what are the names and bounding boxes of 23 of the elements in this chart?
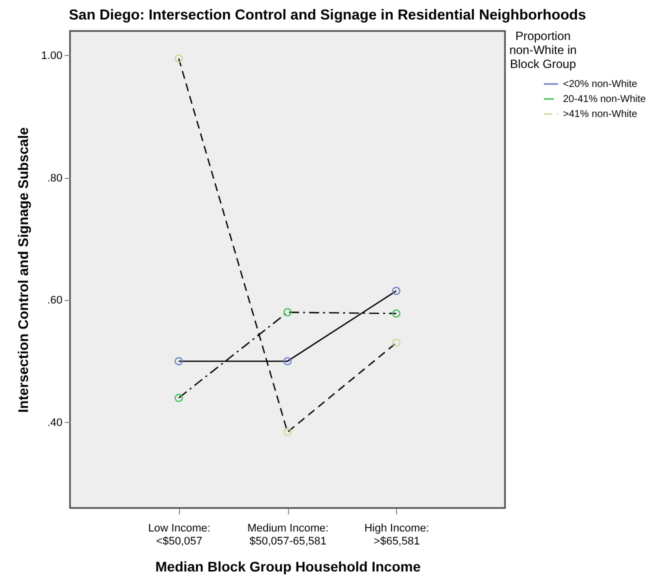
y-tick-label: .80 [47,172,62,184]
point [392,338,400,348]
point [283,428,292,436]
point [174,394,183,402]
point [392,309,400,318]
point [283,308,292,316]
point [283,357,292,366]
y-axis-title: Intersection Control and Signage Subscale [15,127,32,413]
y-tick-label: .40 [47,416,62,429]
point [392,286,400,296]
legend-label: >41% non-White [563,109,638,120]
x-axis-title: Median Block Group Household Income [155,558,421,574]
legend-title: Proportion non-White in Block Group [509,29,577,71]
point [174,54,183,63]
chart-title: San Diego: Intersection Control and Signage in Residential Neighborhoods [68,8,586,24]
x-tick-label: High Income: >$65,581 [364,522,430,548]
y-tick-label: .60 [47,294,62,307]
y-tick-label: 1.00 [41,50,62,62]
x-tick-label: Medium Income: $50,057-65,581 [247,522,329,548]
point [174,357,183,366]
legend-label: 20-41% non-White [563,94,646,105]
x-tick-label: Low Income: <$50,057 [148,522,210,548]
legend-label: <20% non-White [563,79,638,90]
